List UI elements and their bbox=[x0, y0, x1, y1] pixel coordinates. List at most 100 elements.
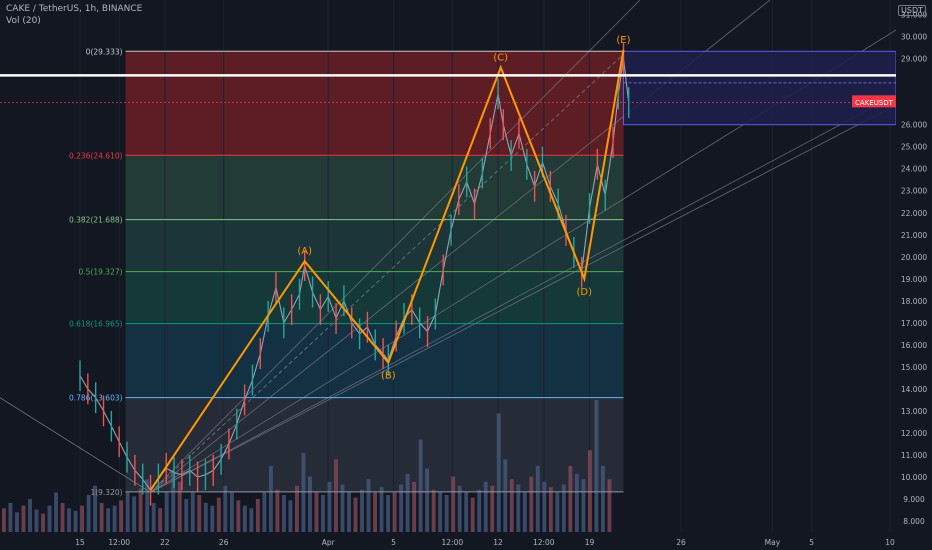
volume-bar bbox=[327, 481, 332, 532]
diagonal-line bbox=[150, 53, 624, 493]
x-tick-label: 26 bbox=[219, 538, 229, 547]
wave-label: (C) bbox=[493, 52, 508, 63]
volume-bar bbox=[529, 476, 534, 532]
projection-rect bbox=[622, 50, 897, 126]
volume-bar bbox=[294, 485, 299, 532]
volume-bar bbox=[399, 484, 404, 532]
volume-bar bbox=[600, 466, 605, 532]
volume-bar bbox=[242, 505, 247, 532]
x-tick-label: 10 bbox=[885, 538, 895, 547]
volume-bar bbox=[314, 492, 319, 532]
fib-label: 0.236(24.610) bbox=[69, 151, 123, 160]
symbol-tag-label: CAKEUSDT bbox=[855, 99, 894, 107]
y-tick-label: 20.000 bbox=[901, 253, 927, 262]
volume-bar bbox=[548, 487, 553, 532]
volume-bar bbox=[353, 497, 358, 532]
volume-bar bbox=[21, 505, 26, 532]
wave-path bbox=[149, 49, 625, 491]
x-tick-label: May bbox=[765, 538, 781, 547]
y-axis: 8.000 9.000 10.000 11.000 12.000 13.000 14.000… bbox=[896, 0, 932, 550]
volume-bar bbox=[308, 476, 312, 532]
fan-line bbox=[150, 94, 897, 493]
volume-bar bbox=[581, 479, 586, 532]
volume-bar bbox=[99, 502, 104, 532]
y-tick-label: 24.000 bbox=[901, 165, 927, 174]
volume-bar bbox=[8, 502, 13, 532]
fib-label: 0.382(21.688) bbox=[69, 216, 123, 225]
volume-bar bbox=[340, 484, 345, 532]
volume-bar bbox=[93, 485, 98, 532]
trend-line bbox=[0, 397, 151, 493]
symbol-title: CAKE / TetherUS, 1h, BINANCE bbox=[6, 4, 143, 14]
x-tick-label: 15 bbox=[75, 538, 85, 547]
wave-label: (E) bbox=[616, 35, 630, 46]
volume-bar bbox=[587, 450, 592, 532]
currency-badge: USDT bbox=[898, 5, 926, 16]
volume-bar bbox=[496, 413, 501, 532]
volume-bar bbox=[125, 492, 130, 532]
y-axis-bg bbox=[896, 0, 932, 550]
y-tick-label: 11.000 bbox=[901, 451, 927, 460]
volume-bar bbox=[522, 492, 527, 532]
volume-bar bbox=[568, 466, 573, 532]
volume-bar bbox=[73, 510, 78, 532]
volume-bar bbox=[15, 512, 19, 532]
volume-bar bbox=[607, 479, 612, 532]
volume-bar bbox=[392, 492, 397, 532]
fib-label: 1(9.320) bbox=[90, 488, 122, 497]
fib-label: 0.618(16.965) bbox=[69, 320, 123, 329]
volume-bar bbox=[67, 508, 72, 532]
x-axis-bg bbox=[0, 534, 896, 550]
volume-bar bbox=[41, 513, 45, 532]
volume-bar bbox=[386, 495, 391, 532]
volume-bar bbox=[255, 499, 260, 532]
volume-bar bbox=[80, 505, 85, 532]
volume-bar bbox=[451, 476, 456, 532]
fib-zone bbox=[125, 397, 624, 492]
volume-bar bbox=[28, 499, 32, 532]
volume-bar bbox=[190, 492, 195, 532]
volume-bar bbox=[542, 481, 547, 532]
volume-bar bbox=[281, 495, 286, 532]
x-tick-label: 12 bbox=[493, 538, 503, 547]
fib-zone bbox=[125, 219, 624, 272]
y-tick-label: 13.000 bbox=[901, 407, 927, 416]
volume-bar bbox=[509, 479, 514, 532]
volume-bar bbox=[477, 489, 482, 532]
volume-bar bbox=[555, 492, 560, 532]
volume-bar bbox=[457, 485, 462, 532]
volume-bar bbox=[119, 500, 124, 532]
x-tick-label: 12:00 bbox=[533, 538, 555, 547]
x-tick-label: 5 bbox=[809, 538, 814, 547]
volume-bar bbox=[54, 492, 58, 532]
volume-bar bbox=[138, 488, 143, 532]
y-tick-label: 26.000 bbox=[901, 121, 927, 130]
x-axis: 15 12:00 22 26 Apr 5 12:00 12 12:00 19 26 May 5 10 bbox=[0, 534, 896, 550]
fan-line bbox=[150, 104, 897, 493]
x-tick-label: 19 bbox=[585, 538, 595, 547]
y-tick-label: 17.000 bbox=[901, 319, 927, 328]
volume-bar bbox=[405, 473, 410, 532]
volume-bar bbox=[490, 485, 495, 532]
y-tick-label: 14.000 bbox=[901, 385, 927, 394]
volume-bar bbox=[210, 505, 215, 532]
volume-bar bbox=[334, 459, 338, 532]
fib-label: 0(29.333) bbox=[86, 47, 123, 56]
fib-zone bbox=[125, 51, 624, 156]
volume-bar bbox=[197, 495, 202, 532]
volume-bar bbox=[431, 489, 436, 532]
y-tick-label: 25.000 bbox=[901, 143, 927, 152]
volume-bar bbox=[249, 508, 254, 532]
y-tick-label: 8.000 bbox=[903, 517, 925, 526]
y-tick-label: 10.000 bbox=[901, 473, 927, 482]
fan-line bbox=[150, 0, 641, 493]
volume-bar bbox=[288, 500, 293, 532]
volume-bar bbox=[229, 492, 234, 532]
volume-bar bbox=[418, 439, 423, 532]
volume-indicator-label[interactable]: Vol (20) bbox=[6, 16, 41, 26]
volume-bar bbox=[132, 496, 137, 532]
x-tick-label: 26 bbox=[676, 538, 686, 547]
wave-label: (A) bbox=[297, 246, 312, 257]
wave-label: (D) bbox=[577, 287, 593, 298]
